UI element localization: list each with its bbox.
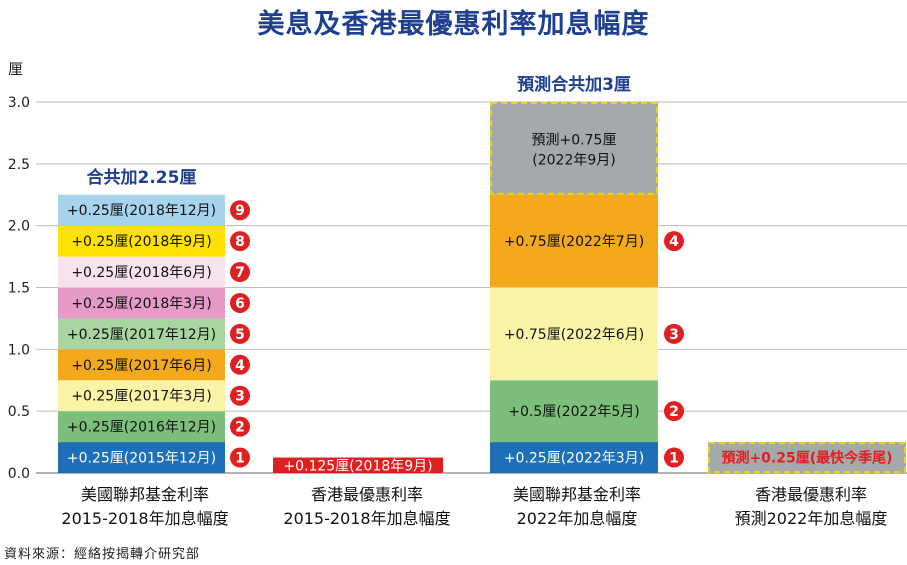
bar-segment <box>490 380 658 443</box>
total-label: 合共加2.25厘 <box>87 167 197 188</box>
data-label: +0.25厘(2018年6月) <box>71 265 211 281</box>
data-label: +0.75厘(2022年6月) <box>504 327 644 343</box>
rank-badge-number: 2 <box>669 404 679 420</box>
data-label: +0.5厘(2022年5月) <box>508 404 639 420</box>
data-label: (2022年9月) <box>532 152 615 168</box>
bar-segment <box>708 442 906 473</box>
data-label: +0.25厘(2016年12月) <box>67 420 216 436</box>
rank-badge-icon <box>664 401 684 422</box>
category-label-line2: 2022年加息幅度 <box>516 509 638 528</box>
category-label-us-2015-2018: 美國聯邦基金利率 2015-2018年加息幅度 <box>40 483 250 531</box>
rank-badge-icon <box>230 447 250 468</box>
bar-segment <box>58 194 225 226</box>
y-tick-label: 3.0 <box>8 95 30 111</box>
data-label: +0.25厘(2018年3月) <box>71 296 211 312</box>
rank-badge-icon <box>664 447 684 468</box>
category-label-line2: 預測2022年加息幅度 <box>734 509 888 528</box>
data-label: 預測+0.25厘(最快今季尾) <box>721 450 892 467</box>
rank-badge-icon <box>664 323 684 344</box>
forecast-outline <box>708 442 906 474</box>
category-label-line2: 2015-2018年加息幅度 <box>61 509 229 528</box>
y-tick-label: 2.5 <box>8 157 30 173</box>
rank-badge-number: 4 <box>235 358 245 374</box>
data-label: +0.125厘(2018年9月) <box>283 458 432 474</box>
category-label-line1: 香港最優惠利率 <box>310 485 423 504</box>
data-label: 預測+0.75厘 <box>532 132 617 148</box>
data-label: +0.25厘(2017年3月) <box>71 389 211 405</box>
category-label-us-2022: 美國聯邦基金利率 2022年加息幅度 <box>472 483 682 531</box>
bar-segment <box>490 194 658 288</box>
rank-badge-number: 2 <box>235 420 245 436</box>
bar-segment <box>490 102 658 195</box>
bar-segment <box>58 442 225 473</box>
category-label-hk-2015-2018: 香港最優惠利率 2015-2018年加息幅度 <box>262 483 472 531</box>
category-label-line1: 美國聯邦基金利率 <box>80 485 209 504</box>
rank-badge-number: 6 <box>235 296 245 312</box>
bar-segment <box>58 256 225 288</box>
data-label: +0.25厘(2018年12月) <box>67 203 216 219</box>
bar-segment <box>58 318 225 350</box>
bar-segment <box>58 287 225 319</box>
rank-badge-icon <box>230 292 250 313</box>
data-label: +0.25厘(2017年6月) <box>71 358 211 374</box>
y-tick-label: 1.5 <box>8 281 30 297</box>
rank-badge-icon <box>230 354 250 375</box>
rank-badge-icon <box>230 231 250 252</box>
y-tick-label: 0.0 <box>8 466 30 482</box>
rank-badge-number: 1 <box>669 451 679 467</box>
y-tick-label: 0.5 <box>8 404 30 420</box>
rank-badge-number: 5 <box>235 327 245 343</box>
data-label: +0.25厘(2017年12月) <box>67 327 216 343</box>
rank-badge-number: 3 <box>669 327 679 343</box>
rank-badge-icon <box>230 323 250 344</box>
bar-segment <box>490 442 658 473</box>
rank-badge-icon <box>664 231 684 252</box>
total-label: 預測合共加3厘 <box>517 74 631 95</box>
bar-segment <box>58 349 225 381</box>
data-label: +0.25厘(2018年9月) <box>71 234 211 250</box>
bar-segment <box>490 287 658 381</box>
data-label: +0.75厘(2022年7月) <box>504 234 644 250</box>
category-label-line1: 美國聯邦基金利率 <box>512 485 641 504</box>
chart-title: 美息及香港最優惠利率加息幅度 <box>257 9 650 40</box>
bar-segment <box>58 411 225 443</box>
y-tick-label: 2.0 <box>8 219 30 235</box>
rank-badge-icon <box>230 200 250 221</box>
rank-badge-icon <box>230 385 250 406</box>
rank-badge-number: 8 <box>235 234 245 250</box>
data-label: +0.25厘(2022年3月) <box>504 451 644 467</box>
rank-badge-number: 9 <box>235 203 245 219</box>
rank-badge-number: 7 <box>235 265 245 281</box>
rank-badge-icon <box>230 262 250 283</box>
category-label-line2: 2015-2018年加息幅度 <box>283 509 451 528</box>
category-label-line1: 香港最優惠利率 <box>754 485 867 504</box>
source-note: 資料來源：經絡按揭轉介研究部 <box>4 547 201 562</box>
rank-badge-icon <box>230 416 250 437</box>
bar-segment <box>58 380 225 412</box>
category-label-hk-2022: 香港最優惠利率 預測2022年加息幅度 <box>706 483 907 531</box>
forecast-outline <box>490 102 658 195</box>
y-axis-unit: 厘 <box>8 60 24 78</box>
bar-segment <box>58 225 225 257</box>
y-tick-label: 1.0 <box>8 342 30 358</box>
rank-badge-number: 3 <box>235 389 245 405</box>
rank-badge-number: 4 <box>669 234 679 250</box>
rank-badge-number: 1 <box>235 451 245 467</box>
bar-segment <box>273 457 443 473</box>
data-label: +0.25厘(2015年12月) <box>67 451 216 467</box>
